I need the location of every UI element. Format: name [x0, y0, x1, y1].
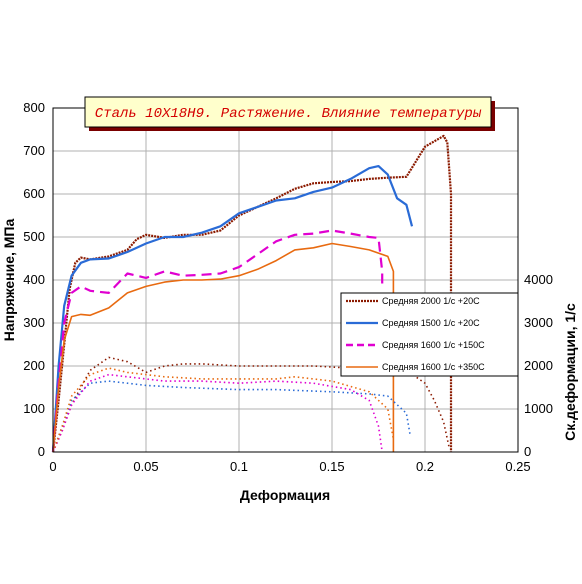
series-line-6 [52, 380, 411, 453]
series-layer [51, 134, 453, 453]
x-tick-label: 0.1 [230, 459, 248, 474]
y-tick-label: 100 [23, 401, 45, 416]
legend-label: Средняя 2000 1/с +20С [382, 296, 480, 306]
chart-title-box: Сталь 10Х18Н9. Растяжение. Влияние темпе… [84, 96, 495, 131]
y-tick-labels: 0 100 200 300 400 500 600 700 800 [23, 100, 45, 459]
x-tick-label: 0 [49, 459, 56, 474]
series-line-2 [51, 165, 414, 453]
y2-tick-label: 2000 [524, 358, 553, 373]
series-line-7 [52, 373, 383, 453]
series-line-8 [52, 367, 395, 453]
legend-label: Средняя 1600 1/с +350С [382, 362, 485, 372]
y-tick-label: 200 [23, 358, 45, 373]
y-tick-label: 500 [23, 229, 45, 244]
series-line-3 [51, 229, 384, 453]
y2-tick-label: 3000 [524, 315, 553, 330]
x-tick-label: 0.15 [319, 459, 344, 474]
chart-title: Сталь 10Х18Н9. Растяжение. Влияние темпе… [95, 106, 482, 122]
y2-tick-label: 0 [524, 444, 531, 459]
legend-label: Средняя 1600 1/с +150С [382, 340, 485, 350]
legend-box [340, 292, 519, 377]
series-line-1 [51, 134, 453, 453]
x-tick-labels: 0 0.05 0.1 0.15 0.2 0.25 [49, 459, 530, 474]
y-tick-label: 400 [23, 272, 45, 287]
legend-label: Средняя 1500 1/с +20С [382, 318, 480, 328]
x-tick-label: 0.05 [133, 459, 158, 474]
x-tick-label: 0.25 [505, 459, 530, 474]
x-axis-label: Деформация [240, 487, 330, 503]
y2-tick-label: 1000 [524, 401, 553, 416]
y-axis-label: Напряжение, МПа [1, 219, 17, 342]
y-tick-label: 800 [23, 100, 45, 115]
y2-tick-label: 4000 [524, 272, 553, 287]
legend: Средняя 2000 1/с +20С Средняя 1500 1/с +2… [340, 292, 519, 377]
y-tick-label: 700 [23, 143, 45, 158]
y-tick-label: 0 [38, 444, 45, 459]
series-line-4 [52, 242, 395, 453]
title-box [84, 96, 492, 128]
y-tick-label: 300 [23, 315, 45, 330]
y2-tick-labels: 0 1000 2000 3000 4000 [524, 272, 553, 459]
y2-axis-label: Ск.деформации, 1/с [562, 303, 578, 441]
x-tick-label: 0.2 [416, 459, 434, 474]
y-tick-label: 600 [23, 186, 45, 201]
